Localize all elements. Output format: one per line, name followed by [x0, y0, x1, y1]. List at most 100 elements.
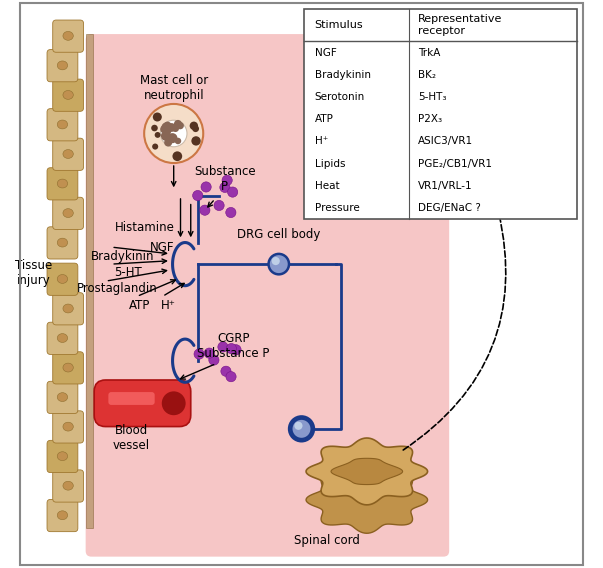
- Circle shape: [220, 182, 230, 193]
- Text: Prostaglandin: Prostaglandin: [77, 282, 157, 295]
- Circle shape: [161, 131, 171, 141]
- Text: Tissue
injury: Tissue injury: [15, 258, 52, 287]
- Text: Pressure: Pressure: [315, 203, 359, 213]
- Text: Blood
vessel: Blood vessel: [113, 424, 150, 453]
- Circle shape: [214, 201, 224, 211]
- Text: Representative
receptor: Representative receptor: [418, 14, 502, 36]
- Ellipse shape: [57, 274, 68, 283]
- Ellipse shape: [57, 511, 68, 520]
- Text: Spinal cord: Spinal cord: [294, 534, 360, 547]
- FancyBboxPatch shape: [52, 470, 84, 502]
- Text: NGF: NGF: [150, 241, 175, 253]
- Circle shape: [226, 344, 236, 354]
- Circle shape: [154, 132, 160, 138]
- Text: 5-HT: 5-HT: [115, 266, 142, 279]
- Ellipse shape: [63, 304, 74, 313]
- Circle shape: [226, 371, 236, 382]
- Circle shape: [231, 345, 241, 355]
- Circle shape: [221, 366, 231, 377]
- Circle shape: [165, 135, 171, 141]
- Text: NGF: NGF: [315, 48, 336, 57]
- Ellipse shape: [57, 452, 68, 461]
- Ellipse shape: [57, 120, 68, 129]
- Text: Bradykinin: Bradykinin: [315, 70, 371, 80]
- Ellipse shape: [63, 208, 74, 218]
- Circle shape: [175, 137, 182, 144]
- Circle shape: [227, 187, 238, 197]
- Text: ASIC3/VR1: ASIC3/VR1: [418, 136, 473, 147]
- FancyBboxPatch shape: [94, 380, 191, 427]
- Ellipse shape: [415, 111, 529, 207]
- Circle shape: [174, 120, 182, 128]
- Ellipse shape: [63, 31, 74, 40]
- Circle shape: [153, 112, 162, 122]
- FancyBboxPatch shape: [52, 79, 84, 111]
- FancyBboxPatch shape: [109, 392, 155, 405]
- FancyBboxPatch shape: [47, 322, 78, 354]
- Ellipse shape: [57, 179, 68, 188]
- Text: 5-HT₃: 5-HT₃: [418, 92, 446, 102]
- Text: BK₂: BK₂: [418, 70, 436, 80]
- Circle shape: [152, 144, 158, 149]
- Text: ATP: ATP: [315, 114, 333, 124]
- Polygon shape: [306, 466, 428, 533]
- FancyBboxPatch shape: [52, 411, 84, 443]
- Circle shape: [192, 190, 203, 201]
- Circle shape: [168, 133, 177, 143]
- Ellipse shape: [57, 61, 68, 70]
- FancyBboxPatch shape: [47, 227, 78, 259]
- Ellipse shape: [63, 422, 74, 431]
- FancyBboxPatch shape: [47, 263, 78, 295]
- Circle shape: [191, 136, 201, 145]
- Circle shape: [294, 421, 303, 430]
- Ellipse shape: [63, 149, 74, 158]
- Text: Heat: Heat: [315, 181, 339, 191]
- Text: Stimulus: Stimulus: [315, 20, 363, 30]
- Text: Substance
P: Substance P: [194, 165, 256, 193]
- Circle shape: [291, 419, 312, 439]
- Ellipse shape: [57, 392, 68, 402]
- FancyBboxPatch shape: [47, 381, 78, 414]
- Ellipse shape: [57, 238, 68, 247]
- Ellipse shape: [63, 481, 74, 490]
- Circle shape: [172, 125, 179, 132]
- Text: DRG cell body: DRG cell body: [237, 228, 320, 240]
- Bar: [86, 34, 93, 528]
- FancyBboxPatch shape: [47, 499, 78, 532]
- Circle shape: [163, 122, 172, 130]
- Circle shape: [172, 151, 182, 161]
- Circle shape: [167, 123, 176, 132]
- Circle shape: [194, 349, 204, 359]
- Circle shape: [164, 139, 172, 147]
- Ellipse shape: [475, 186, 509, 218]
- Text: Serotonin: Serotonin: [315, 92, 365, 102]
- Text: DEG/ENaC ?: DEG/ENaC ?: [418, 203, 481, 213]
- Circle shape: [160, 120, 187, 147]
- Ellipse shape: [57, 333, 68, 343]
- FancyBboxPatch shape: [52, 293, 84, 325]
- Circle shape: [222, 175, 232, 185]
- Text: P2X₃: P2X₃: [418, 114, 442, 124]
- FancyBboxPatch shape: [52, 197, 84, 229]
- Ellipse shape: [63, 363, 74, 372]
- Text: H⁺: H⁺: [160, 299, 175, 312]
- FancyBboxPatch shape: [47, 168, 78, 200]
- Text: PGE₂/CB1/VR1: PGE₂/CB1/VR1: [418, 158, 492, 169]
- Text: Mast cell or
neutrophil: Mast cell or neutrophil: [139, 74, 208, 102]
- Bar: [305, 9, 577, 219]
- Circle shape: [218, 342, 228, 352]
- FancyBboxPatch shape: [52, 352, 84, 384]
- Circle shape: [177, 122, 184, 130]
- FancyBboxPatch shape: [47, 440, 78, 473]
- Circle shape: [162, 391, 186, 415]
- Circle shape: [165, 135, 171, 141]
- Ellipse shape: [63, 90, 74, 99]
- Circle shape: [268, 254, 289, 274]
- FancyBboxPatch shape: [47, 108, 78, 141]
- Text: ATP: ATP: [129, 299, 150, 312]
- FancyBboxPatch shape: [47, 49, 78, 82]
- Circle shape: [204, 348, 215, 358]
- Polygon shape: [331, 458, 403, 485]
- Circle shape: [151, 125, 158, 131]
- Text: CGRP
Substance P: CGRP Substance P: [197, 332, 270, 361]
